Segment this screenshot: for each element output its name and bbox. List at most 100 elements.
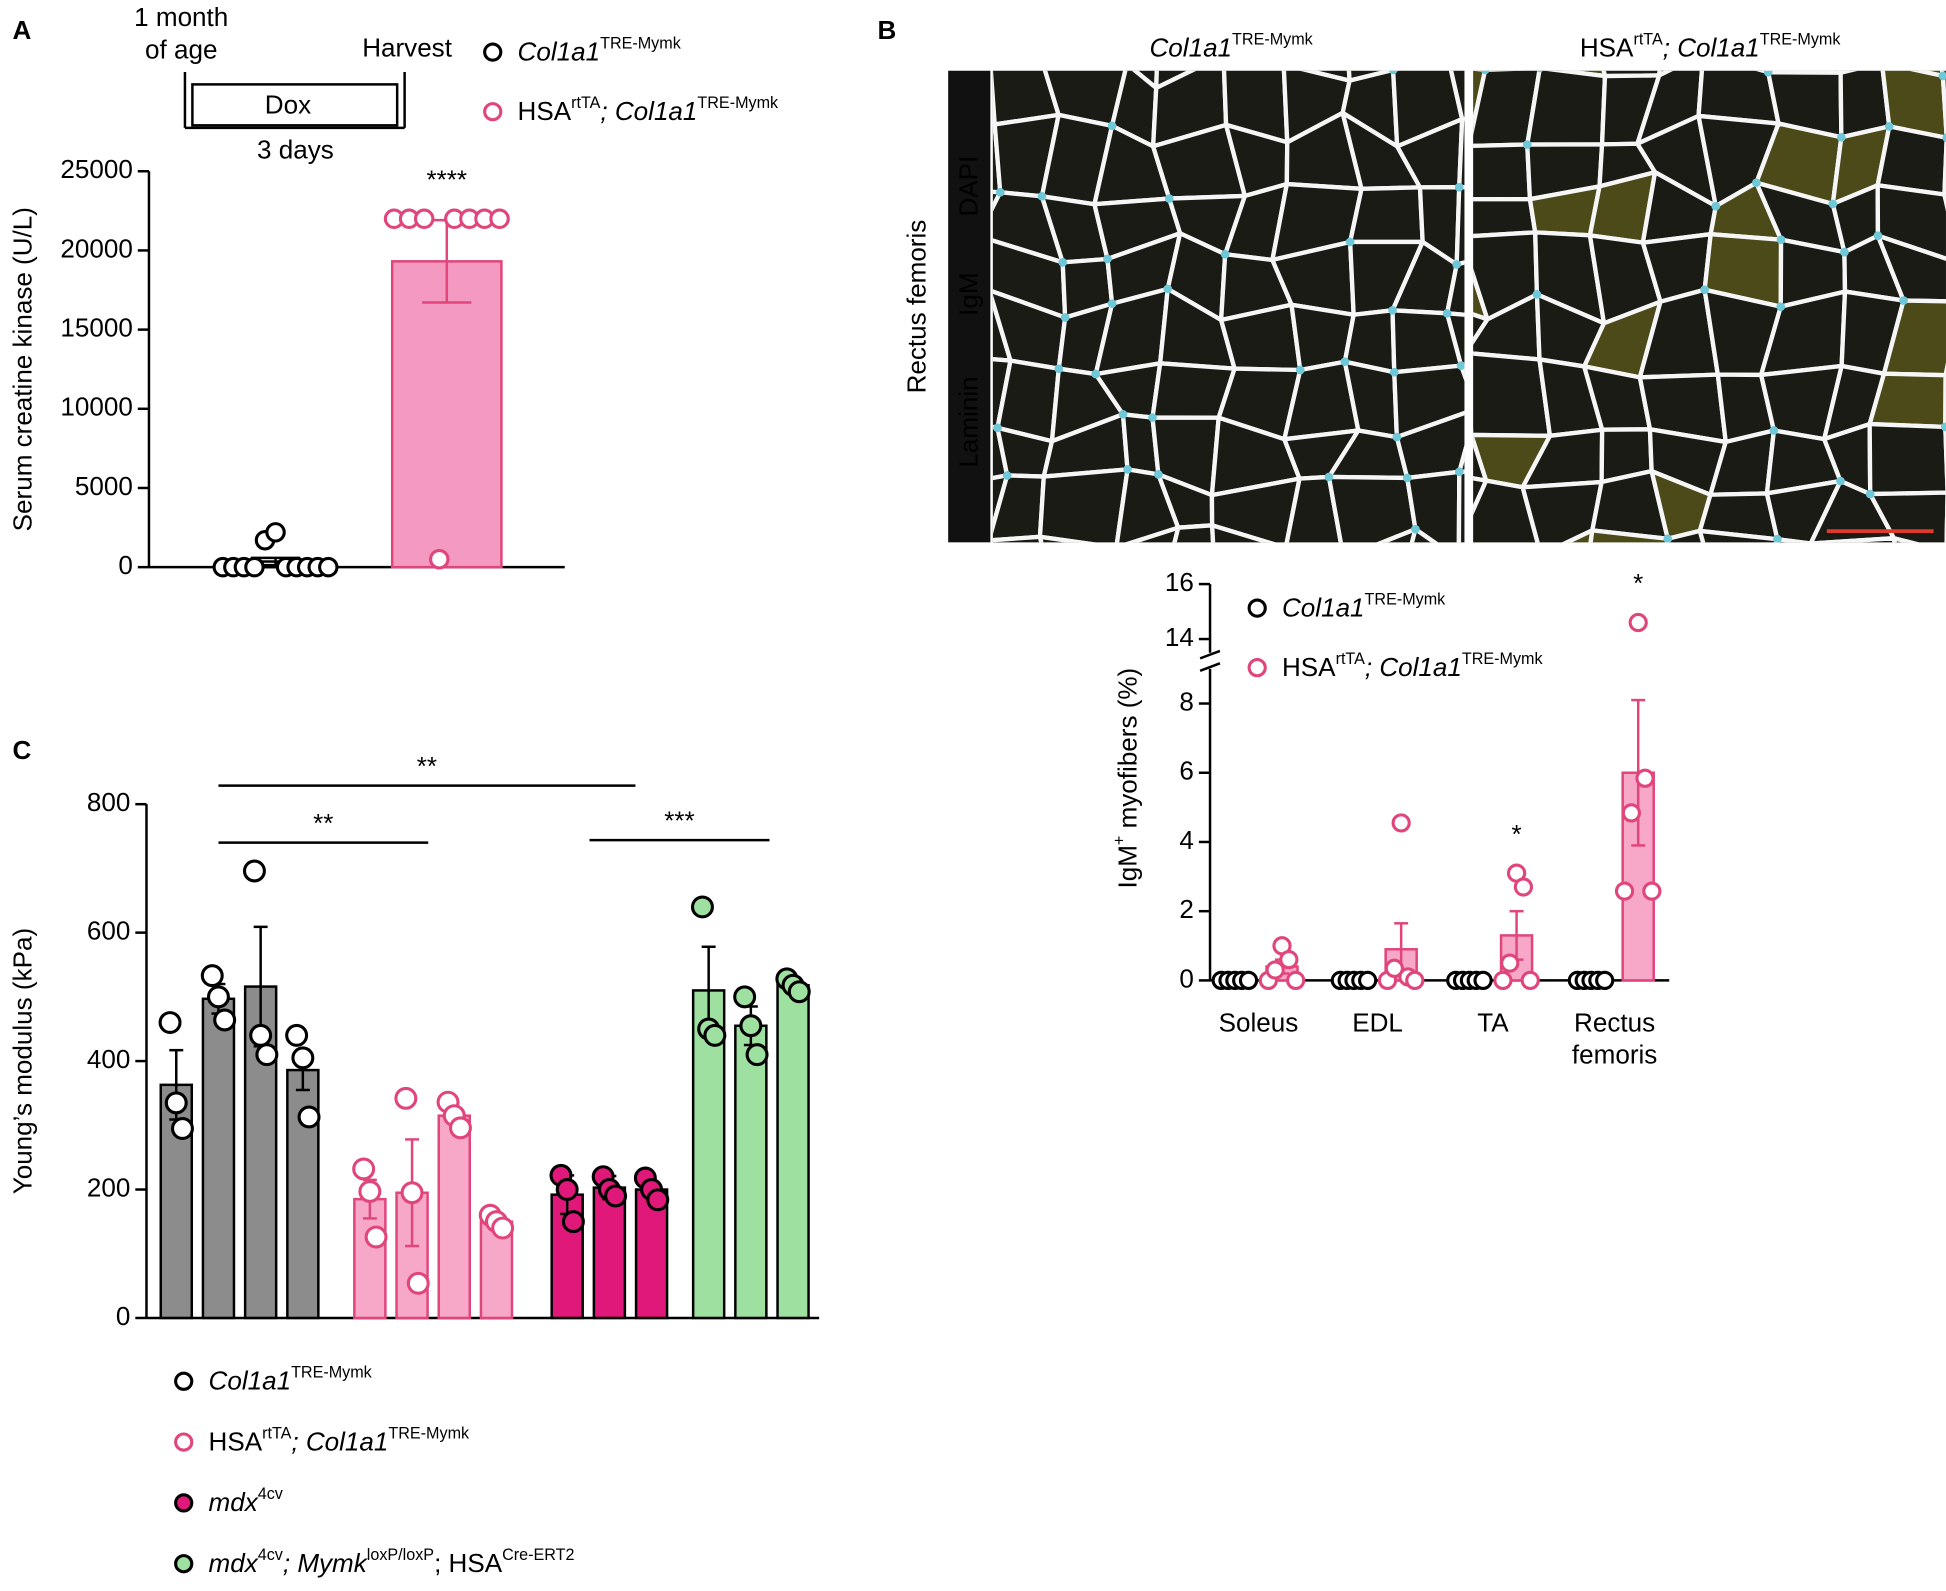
nucleus [1340, 357, 1350, 367]
nucleus [1279, 60, 1288, 69]
text-part: rtTA [1336, 650, 1366, 668]
myofiber [1473, 142, 1533, 202]
text-part: Col1a1 [1282, 592, 1365, 622]
myofiber [1391, 70, 1400, 73]
data-point [1614, 881, 1635, 901]
myofiber [1696, 70, 1781, 126]
nucleus [1938, 71, 1946, 81]
myofiber [1444, 311, 1465, 369]
y-axis-label: Serum creatine kinase (U/L) [8, 207, 38, 531]
x-tick-label: Soleus [1218, 1008, 1299, 1038]
significance-label: * [1633, 568, 1643, 598]
nucleus [1776, 235, 1786, 245]
myofiber [1520, 479, 1604, 543]
data-point [1595, 970, 1615, 991]
nucleus [1700, 285, 1709, 295]
myofiber [1940, 73, 1946, 140]
myofiber [1347, 185, 1425, 245]
myofiber [1473, 351, 1553, 439]
data-point [690, 895, 714, 919]
data-point [213, 1008, 237, 1032]
myofiber [1037, 534, 1095, 543]
y-tick-label: 4 [1179, 825, 1194, 855]
nucleus [1899, 296, 1908, 305]
myofiber [992, 534, 1044, 543]
data-point [1628, 612, 1648, 633]
data-point [1238, 970, 1259, 991]
legend-marker [1247, 598, 1267, 618]
legend-marker [174, 1371, 194, 1391]
treatment-box [191, 83, 399, 127]
myofiber [1880, 70, 1946, 140]
nucleus [1940, 422, 1946, 432]
nucleus [1388, 305, 1397, 315]
nucleus [1776, 302, 1786, 312]
data-point [1358, 970, 1378, 991]
schematic: 1 month of age Harvest Dox 3 days [134, 4, 453, 165]
nucleus [1123, 465, 1132, 474]
schematic-end: Harvest [362, 33, 453, 63]
nucleus [1453, 541, 1462, 550]
nucleus [1295, 365, 1305, 375]
legend-label: HSArtTA; Col1a1TRE-Mymk [518, 94, 779, 126]
myofiber [1457, 116, 1465, 190]
panel-letter: C [12, 735, 31, 765]
y-tick-label: 800 [87, 787, 130, 817]
legend-marker [174, 1432, 194, 1452]
myofiber [1449, 548, 1524, 615]
text-part: TRE-Mymk [697, 94, 779, 112]
text-part: ; Mymk [283, 1548, 369, 1578]
data-point [1405, 970, 1425, 991]
text-part: Col1a1 [1150, 33, 1233, 63]
myofiber [1444, 260, 1465, 317]
y-tick-label: 14 [1165, 622, 1194, 652]
text-part: mdx [209, 1487, 259, 1517]
myofiber [1448, 70, 1465, 122]
nucleus [1711, 201, 1721, 211]
text-part: rtTA [262, 1425, 292, 1443]
legend-label: HSArtTA; Col1a1TRE-Mymk [209, 1425, 470, 1457]
bar [201, 997, 236, 1320]
data-point [364, 1225, 388, 1249]
nucleus [1220, 249, 1230, 259]
myofiber [1483, 70, 1523, 73]
nucleus [1002, 471, 1012, 480]
micrograph [992, 9, 1524, 615]
myofiber [1562, 528, 1595, 543]
nucleus [993, 423, 1002, 433]
data-point [739, 1014, 763, 1038]
bar [437, 1114, 472, 1320]
nucleus [1454, 467, 1464, 477]
data-point [249, 1023, 273, 1047]
chart: 0 2 4 6 8 14 16 IgM+ myofibers (%) Soleus EDL TA Re… [1111, 567, 1670, 1070]
text-part: HSA [1580, 33, 1634, 63]
data-point [1493, 970, 1513, 991]
nucleus [1927, 0, 1936, 2]
y-tick-label: 6 [1179, 756, 1194, 786]
legend-marker [174, 1554, 194, 1574]
text-part: myofibers (%) [1112, 668, 1142, 836]
y-tick-label: 10000 [60, 392, 132, 422]
x-tick-label-box: EDL [1352, 1009, 1403, 1038]
nucleus [1107, 299, 1117, 309]
data-point [1286, 970, 1306, 991]
chart: 0 5000 10000 15000 20000 25000 Serum creatine … [8, 35, 779, 580]
micrograph-panel: Col1a1TRE-Mymk HSArtTA; Col1a1TRE-MymkRec… [901, 0, 1946, 615]
y-tick-label: 20000 [60, 233, 132, 263]
nucleus [1402, 473, 1412, 483]
nucleus [1769, 426, 1779, 435]
text-part: ; Col1a1 [600, 96, 697, 126]
data-point [406, 1271, 430, 1295]
nucleus [1300, 9, 1309, 18]
y-tick-label: 16 [1165, 567, 1194, 597]
nucleus [1865, 489, 1875, 499]
nucleus [1154, 470, 1163, 479]
myofiber [1346, 70, 1396, 83]
text-part: TRE-Mymk [1462, 650, 1544, 668]
text-part: rtTA [1633, 31, 1663, 49]
nucleus [1839, 6, 1848, 15]
nucleus [1663, 534, 1673, 543]
myofiber [1764, 478, 1843, 543]
axis-break [1199, 649, 1221, 660]
